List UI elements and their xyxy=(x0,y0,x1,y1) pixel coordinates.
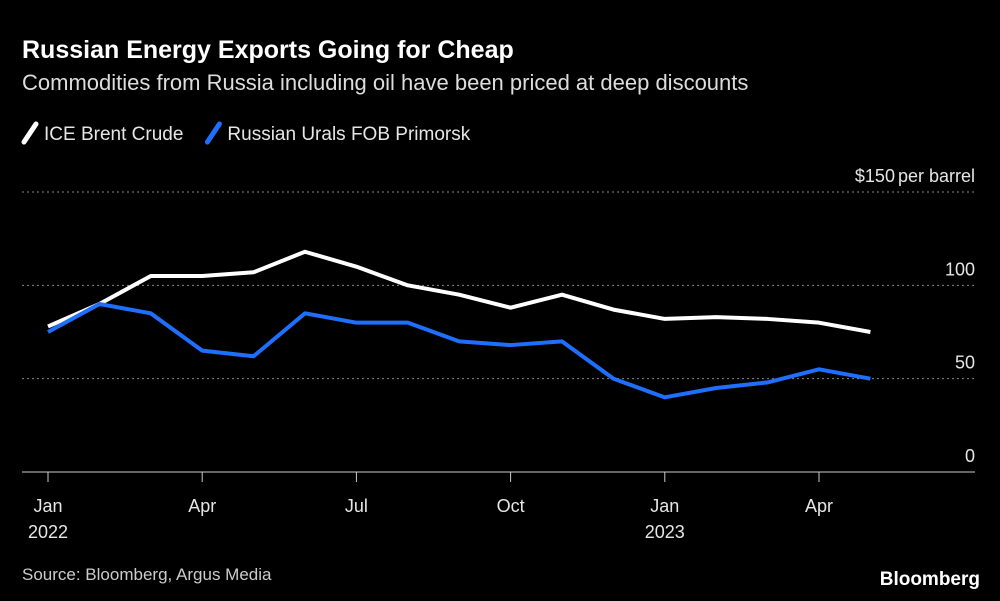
series-line xyxy=(47,302,871,400)
x-tick-label: Jan xyxy=(33,496,62,516)
legend-swatch xyxy=(204,121,222,145)
y-tick-label: $150 xyxy=(855,166,895,186)
chart-subtitle: Commodities from Russia including oil ha… xyxy=(22,70,748,95)
x-year-label: 2023 xyxy=(645,522,685,542)
x-tick-label: Jan xyxy=(650,496,679,516)
legend-label: ICE Brent Crude xyxy=(44,124,183,145)
y-tick-label: 100 xyxy=(945,259,975,279)
legend-label: Russian Urals FOB Primorsk xyxy=(227,124,470,145)
x-tick-label: Apr xyxy=(188,496,216,516)
x-tick-label: Jul xyxy=(345,496,368,516)
chart-title: Russian Energy Exports Going for Cheap xyxy=(22,36,514,64)
x-tick-label: Apr xyxy=(805,496,833,516)
y-unit: per barrel xyxy=(898,166,975,186)
y-tick-label: 50 xyxy=(955,353,975,373)
y-tick-label: 0 xyxy=(965,446,975,466)
brand: Bloomberg xyxy=(880,569,980,590)
x-year-label: 2022 xyxy=(28,522,68,542)
x-tick-label: Oct xyxy=(497,496,525,516)
source: Source: Bloomberg, Argus Media xyxy=(22,565,272,584)
series-line xyxy=(47,249,871,334)
legend-swatch xyxy=(21,121,39,145)
